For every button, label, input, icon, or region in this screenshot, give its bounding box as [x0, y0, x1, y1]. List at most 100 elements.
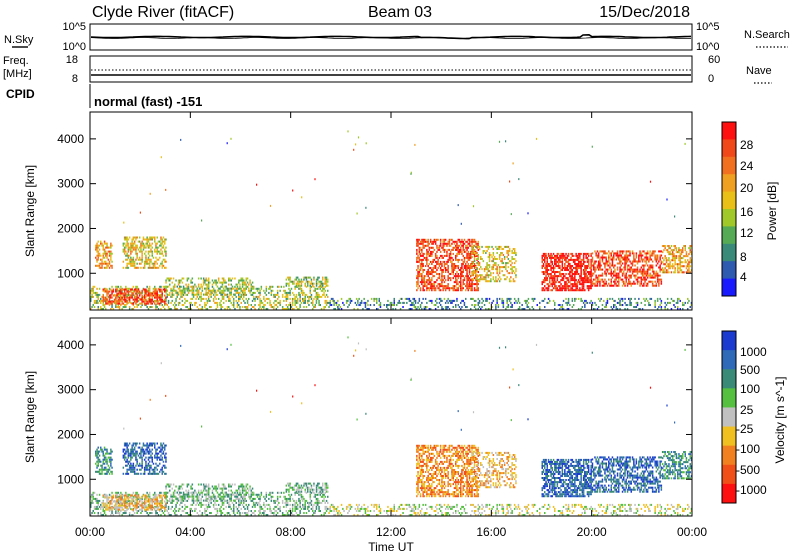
heatmap-cell	[473, 252, 476, 255]
heatmap-cell	[143, 296, 146, 299]
heatmap-cell	[616, 256, 619, 259]
heatmap-cell	[156, 442, 158, 445]
heatmap-cell	[298, 284, 300, 287]
heatmap-cell	[570, 256, 572, 259]
heatmap-cell	[640, 282, 643, 285]
heatmap-cell	[141, 256, 143, 259]
heatmap-cell	[587, 287, 590, 290]
heatmap-cell	[506, 250, 508, 253]
heatmap-cell	[515, 260, 517, 263]
heatmap-cell	[145, 242, 147, 245]
heatmap-cell	[481, 245, 483, 248]
heatmap-cell	[135, 298, 137, 301]
heatmap-cell	[165, 252, 167, 255]
heatmap-cell	[170, 277, 172, 280]
heatmap-cell	[155, 256, 157, 259]
heatmap-cell	[137, 258, 140, 261]
heatmap-cell	[117, 292, 120, 295]
heatmap-cell	[633, 280, 635, 283]
heatmap-cell	[318, 304, 320, 307]
heatmap-cell	[136, 468, 138, 471]
heatmap-cell	[225, 281, 227, 284]
heatmap-cell	[229, 308, 231, 311]
heatmap-cell	[110, 450, 112, 453]
heatmap-cell	[656, 254, 659, 257]
heatmap-cell	[650, 280, 653, 283]
heatmap-cell	[443, 250, 446, 253]
heatmap-cell	[98, 460, 101, 463]
heatmap-cell	[566, 254, 569, 257]
heatmap-cell	[283, 299, 285, 302]
heatmap-cell	[503, 278, 506, 281]
heatmap-cell	[460, 242, 462, 245]
heatmap-cell	[471, 271, 473, 274]
heatmap-cell	[92, 295, 94, 298]
heatmap-cell	[619, 299, 621, 302]
heatmap-cell	[212, 297, 215, 300]
heatmap-cell	[96, 470, 98, 473]
heatmap-cell	[319, 282, 321, 285]
heatmap-cell	[666, 263, 669, 266]
heatmap-cell	[656, 262, 659, 265]
heatmap-cell	[565, 269, 567, 272]
heatmap-cell	[515, 254, 517, 257]
heatmap-cell	[630, 276, 632, 279]
heatmap-cell	[460, 250, 462, 253]
heatmap-cell	[679, 255, 681, 258]
heatmap-cell	[515, 268, 517, 271]
heatmap-cell	[250, 285, 252, 288]
heatmap-cell	[190, 301, 192, 304]
heatmap-cell	[594, 262, 596, 265]
heatmap-cell	[147, 258, 150, 261]
heatmap-cell	[496, 268, 498, 271]
heatmap-cell	[150, 238, 152, 241]
heatmap-cell	[289, 304, 291, 307]
heatmap-cell	[309, 289, 311, 292]
heatmap-cell	[205, 308, 207, 311]
heatmap-cell	[690, 269, 693, 272]
heatmap-cell	[423, 281, 426, 284]
freq-left-tick-top: 18	[66, 54, 78, 66]
heatmap-cell	[572, 277, 575, 280]
heatmap-cell	[444, 301, 447, 304]
heatmap-cell	[127, 293, 130, 296]
heatmap-cell	[643, 270, 645, 273]
heatmap-cell	[90, 297, 92, 300]
heatmap-cell	[177, 287, 180, 290]
heatmap-cell	[577, 273, 580, 276]
heatmap-cell	[575, 289, 577, 292]
heatmap-cell	[682, 257, 684, 260]
heatmap-cell	[590, 283, 592, 286]
heatmap-cell	[310, 285, 313, 288]
heatmap-cell	[580, 308, 582, 311]
heatmap-cell	[512, 280, 515, 283]
heatmap-cell	[141, 464, 143, 467]
heatmap-cell	[95, 301, 97, 304]
heatmap-cell	[591, 256, 594, 259]
heatmap-cell	[476, 258, 478, 261]
heatmap-cell	[586, 277, 589, 280]
heatmap-cell	[635, 252, 638, 255]
heatmap-cell	[688, 265, 690, 268]
heatmap-cell	[151, 472, 153, 475]
heatmap-cell	[575, 279, 577, 282]
heatmap-cell	[660, 282, 663, 285]
heatmap-cell	[102, 294, 104, 297]
heatmap-cell	[515, 299, 517, 302]
heatmap-cell	[448, 308, 451, 311]
heatmap-cell	[631, 270, 634, 273]
heatmap-cell	[205, 289, 207, 292]
heatmap-cell	[689, 247, 691, 250]
heatmap-cell	[286, 297, 289, 300]
heatmap-cell	[490, 272, 492, 275]
heatmap-cell	[313, 297, 315, 300]
heatmap-cell	[466, 271, 468, 274]
heatmap-cell	[465, 246, 467, 249]
heatmap-cell	[613, 272, 615, 275]
heatmap-cell	[130, 448, 132, 451]
heatmap-cell	[161, 238, 163, 241]
heatmap-cell	[616, 276, 619, 279]
heatmap-cell	[97, 464, 99, 467]
heatmap-cell	[463, 277, 466, 280]
